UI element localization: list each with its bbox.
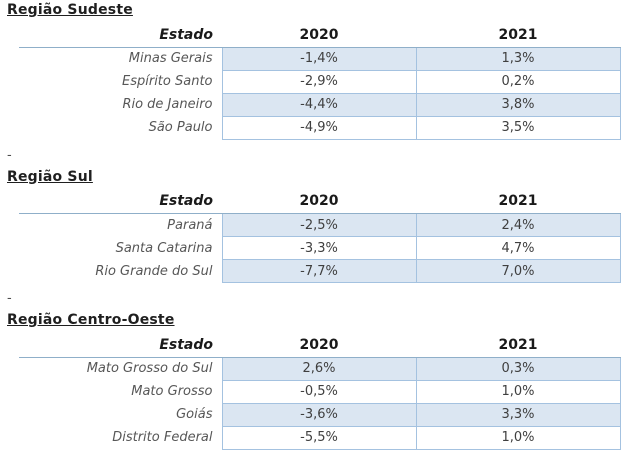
year-2020-header: 2020 [222,333,416,358]
table-row: Espírito Santo -2,9% 0,2% [19,69,621,94]
state-cell: Espírito Santo [19,70,222,93]
state-cell: Goiás [19,403,222,426]
table-row: Rio Grande do Sul -7,7% 7,0% [19,259,621,283]
table-row: Minas Gerais -1,4% 1,3% [19,46,621,71]
state-cell: Rio Grande do Sul [19,259,222,283]
region-section: Região Sul Estado 2020 2021 Paraná -2,5%… [0,168,624,283]
region-title: Região Centro-Oeste [7,312,175,328]
region-table: Estado 2020 2021 Paraná -2,5% 2,4% Santa… [19,189,621,283]
state-cell: Mato Grosso [19,380,222,403]
table-row: São Paulo -4,9% 3,5% [19,115,621,140]
separator-dash: - [7,147,12,163]
value-2021-cell: 0,2% [415,69,621,94]
table-row: Paraná -2,5% 2,4% [19,213,621,237]
table-body: Mato Grosso do Sul 2,6% 0,3% Mato Grosso… [19,356,621,450]
state-column-header: Estado [19,189,222,214]
region-title: Região Sudeste [7,2,133,18]
state-column-header: Estado [19,333,222,358]
state-cell: Paraná [19,213,222,237]
state-cell: Santa Catarina [19,236,222,260]
state-cell: Minas Gerais [19,47,222,70]
value-2020-cell: -5,5% [221,425,417,450]
state-column-header: Estado [19,23,222,48]
value-2020-cell: -0,5% [221,379,417,404]
table-header-row: Estado 2020 2021 [19,333,620,358]
value-2020-cell: -3,6% [221,402,417,427]
table-row: Rio de Janeiro -4,4% 3,8% [19,92,621,117]
region-section: Região Centro-Oeste Estado 2020 2021 Mat… [0,312,624,450]
value-2021-cell: 7,0% [415,259,621,283]
value-2020-cell: -2,5% [221,213,417,237]
value-2021-cell: 3,5% [415,115,621,140]
table-row: Mato Grosso -0,5% 1,0% [19,379,621,404]
year-2021-header: 2021 [416,189,620,214]
state-cell: Rio de Janeiro [19,93,222,116]
value-2021-cell: 0,3% [415,356,621,381]
year-2020-header: 2020 [222,189,416,214]
value-2020-cell: -3,3% [221,236,417,260]
table-row: Distrito Federal -5,5% 1,0% [19,425,621,450]
state-cell: Mato Grosso do Sul [19,357,222,380]
value-2021-cell: 1,0% [415,379,621,404]
table-header-row: Estado 2020 2021 [19,189,620,214]
region-title: Região Sul [7,168,93,185]
value-2021-cell: 1,3% [415,46,621,71]
value-2021-cell: 2,4% [415,213,621,237]
value-2020-cell: -7,7% [221,259,417,283]
value-2020-cell: -1,4% [221,46,417,71]
year-2021-header: 2021 [416,23,620,48]
region-table: Estado 2020 2021 Mato Grosso do Sul 2,6%… [19,333,621,450]
value-2020-cell: 2,6% [221,356,417,381]
year-2020-header: 2020 [222,23,416,48]
state-cell: São Paulo [19,116,222,139]
value-2020-cell: -2,9% [221,69,417,94]
table-body: Minas Gerais -1,4% 1,3% Espírito Santo -… [19,46,621,140]
value-2020-cell: -4,4% [221,92,417,117]
table-row: Goiás -3,6% 3,3% [19,402,621,427]
value-2021-cell: 4,7% [415,236,621,260]
value-2021-cell: 3,3% [415,402,621,427]
table-row: Mato Grosso do Sul 2,6% 0,3% [19,356,621,381]
table-body: Paraná -2,5% 2,4% Santa Catarina -3,3% 4… [19,213,621,283]
region-section: Região Sudeste Estado 2020 2021 Minas Ge… [0,2,624,140]
separator-dash: - [7,291,12,306]
value-2021-cell: 3,8% [415,92,621,117]
value-2021-cell: 1,0% [415,425,621,450]
state-cell: Distrito Federal [19,426,222,449]
year-2021-header: 2021 [416,333,620,358]
region-table: Estado 2020 2021 Minas Gerais -1,4% 1,3%… [19,23,621,140]
table-row: Santa Catarina -3,3% 4,7% [19,236,621,260]
value-2020-cell: -4,9% [221,115,417,140]
table-header-row: Estado 2020 2021 [19,23,620,48]
